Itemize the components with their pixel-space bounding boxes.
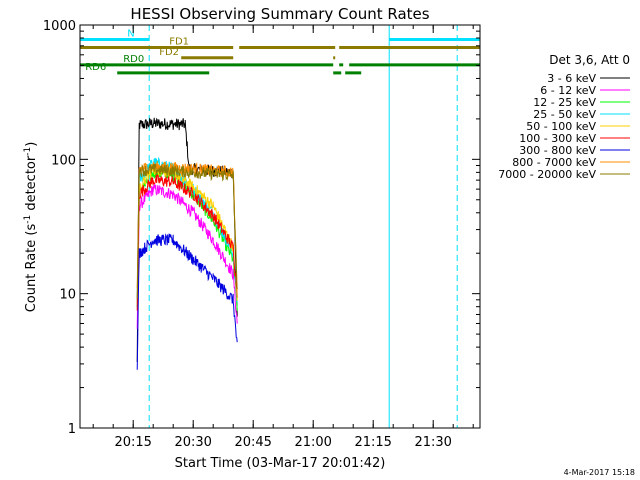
chart-title: HESSI Observing Summary Count Rates [130,5,429,23]
x-axis-label: Start Time (03-Mar-17 20:01:42) [175,456,386,471]
y-axis-ticks: 1 10 100 1000 [43,19,480,437]
series-line-8 [136,163,238,299]
legend-label-4: 50 - 100 keV [526,120,596,133]
legend-label-3: 25 - 50 keV [533,108,596,121]
y-label-sup2: -1 [23,147,33,156]
legend-label-8: 7000 - 20000 keV [498,168,596,181]
series-lines [136,117,238,370]
y-tick-label-3: 1000 [43,19,76,34]
y-tick-label-1: 10 [59,288,76,303]
footer-date: 4-Mar-2017 15:18 [564,468,635,477]
legend-title: Det 3,6, Att 0 [549,53,630,67]
plot-frame [79,24,481,429]
legend-label-5: 100 - 300 keV [519,132,596,145]
x-tick-label-0: 20:15 [114,435,151,450]
y-label-sup1: -1 [23,215,33,224]
x-tick-label-4: 21:15 [354,435,391,450]
y-label-part3: ) [24,142,39,147]
x-tick-label-1: 20:30 [174,435,211,450]
series-line-5 [136,173,238,311]
y-label-part2: detector [24,155,39,215]
legend-label-7: 800 - 7000 keV [512,156,596,169]
flag-label-fd2: FD2 [159,47,179,58]
y-axis-label: Count Rate (s-1 detector-1) [23,142,39,313]
y-tick-label-0: 1 [68,422,76,437]
x-tick-label-3: 21:00 [294,435,331,450]
x-tick-label-2: 20:45 [234,435,271,450]
legend-label-0: 3 - 6 keV [547,72,596,85]
legend-label-1: 6 - 12 keV [540,84,596,97]
legend-label-2: 12 - 25 keV [533,96,596,109]
flag-label-fd1: FD1 [169,36,189,47]
x-axis-ticks: 20:15 20:30 20:45 21:00 21:15 21:30 [92,25,474,450]
y-tick-label-2: 100 [51,153,76,168]
flag-label-n: N [127,28,134,39]
series-line-1 [136,184,238,329]
legend-label-6: 300 - 800 keV [519,144,596,157]
x-tick-label-5: 21:30 [414,435,451,450]
series-line-6 [136,233,238,370]
flag-label-rd6: RD6 [85,62,106,73]
y-label-part1: Count Rate (s [24,224,39,313]
flag-label-rd0: RD0 [123,54,144,65]
